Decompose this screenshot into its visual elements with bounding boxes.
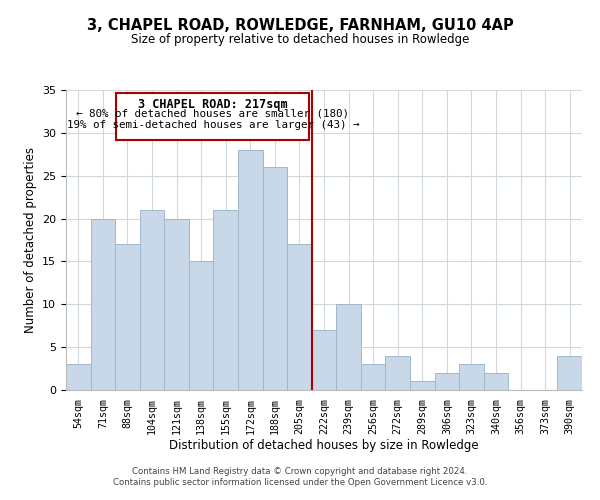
Text: Contains public sector information licensed under the Open Government Licence v3: Contains public sector information licen… [113,478,487,487]
FancyBboxPatch shape [116,92,309,140]
Bar [140,210,164,390]
Bar [287,244,312,390]
Text: Contains HM Land Registry data © Crown copyright and database right 2024.: Contains HM Land Registry data © Crown c… [132,467,468,476]
Bar [66,364,91,390]
Bar [189,262,214,390]
Bar [557,356,582,390]
Text: Size of property relative to detached houses in Rowledge: Size of property relative to detached ho… [131,32,469,46]
Bar [385,356,410,390]
Text: 3, CHAPEL ROAD, ROWLEDGE, FARNHAM, GU10 4AP: 3, CHAPEL ROAD, ROWLEDGE, FARNHAM, GU10 … [86,18,514,32]
Bar [91,218,115,390]
Bar [459,364,484,390]
Text: 3 CHAPEL ROAD: 217sqm: 3 CHAPEL ROAD: 217sqm [138,98,287,110]
Bar [336,304,361,390]
Text: 19% of semi-detached houses are larger (43) →: 19% of semi-detached houses are larger (… [67,120,359,130]
Y-axis label: Number of detached properties: Number of detached properties [23,147,37,333]
Bar [484,373,508,390]
Bar [115,244,140,390]
Bar [214,210,238,390]
Bar [361,364,385,390]
Bar [238,150,263,390]
Bar [263,167,287,390]
Bar [410,382,434,390]
Bar [434,373,459,390]
X-axis label: Distribution of detached houses by size in Rowledge: Distribution of detached houses by size … [169,439,479,452]
Text: ← 80% of detached houses are smaller (180): ← 80% of detached houses are smaller (18… [76,109,349,119]
Bar [312,330,336,390]
Bar [164,218,189,390]
